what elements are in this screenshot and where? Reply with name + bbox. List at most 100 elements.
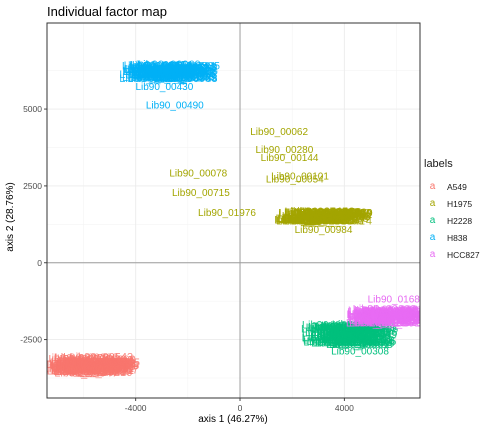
cluster-point-label: Lib90_00526 bbox=[119, 73, 183, 85]
y-axis-ticks: -2500 0 2500 5000 bbox=[20, 104, 47, 345]
y-tick-label: 2500 bbox=[23, 181, 42, 191]
cluster-point-label: Lib90_00597 bbox=[278, 210, 342, 222]
point-label: Lib90_00078 bbox=[169, 168, 227, 179]
cluster-point-label: Lib90_00705 bbox=[49, 359, 113, 371]
cluster-point-label: Lib90_00723 bbox=[72, 358, 136, 370]
data-marks: Lib90_00669Lib90_00705Lib90_00736Lib90_0… bbox=[47, 59, 433, 380]
cluster-point-label: Lib90_00345 bbox=[147, 72, 211, 84]
legend-label: H2228 bbox=[447, 215, 473, 226]
cluster-point-label: Lib90_00216 bbox=[69, 367, 133, 379]
cluster-point-label: Lib90_00868 bbox=[331, 325, 395, 337]
panel-border bbox=[46, 22, 421, 399]
cluster-point-label: Lib90_00980 bbox=[353, 310, 417, 322]
cluster-point-label: Lib90_00705 bbox=[76, 357, 140, 369]
cluster-point-label: Lib90_00647 bbox=[54, 367, 118, 379]
cluster-point-label: Lib90_00704 bbox=[361, 307, 425, 319]
legend-label: H1975 bbox=[447, 198, 473, 209]
cluster-point-label: Lib90_00112 bbox=[74, 358, 137, 370]
cluster-point-label: Lib90_00136 bbox=[326, 327, 390, 339]
cluster-point-label: Lib90_00699 bbox=[317, 324, 381, 336]
cluster-point-label: Lib90_00788 bbox=[303, 207, 367, 219]
cluster-point-label: Lib90_00569 bbox=[331, 338, 395, 350]
cluster-point-label: Lib90_00522 bbox=[350, 311, 414, 323]
cluster-point-label: Lib90_00571 bbox=[70, 363, 134, 375]
point-label: Lib90_00715 bbox=[172, 188, 230, 199]
cluster-point-label: Lib90_00418 bbox=[313, 321, 377, 333]
cluster-point-label: Lib90_00419 bbox=[53, 357, 117, 369]
cluster-point-label: Lib90_00900 bbox=[146, 66, 210, 78]
cluster-point-label: Lib90_00176 bbox=[282, 214, 346, 226]
cluster-point-label: Lib90_00487 bbox=[70, 361, 134, 373]
cluster-point-label: Lib90_00736 bbox=[48, 354, 112, 366]
cluster-point-label: Lib90_00449 bbox=[131, 68, 195, 80]
cluster-point-label: Lib90_00118 bbox=[64, 356, 127, 368]
cluster-point-label: Lib90_00758 bbox=[359, 315, 423, 327]
cluster-point-label: Lib90_00351 bbox=[355, 307, 419, 319]
cluster-point-label: Lib90_00266 bbox=[311, 327, 375, 339]
cluster-point-label: Lib90_00965 bbox=[327, 332, 391, 344]
legend-item-a549: a A549 bbox=[424, 178, 502, 195]
series-a549: Lib90_00669Lib90_00705Lib90_00736Lib90_0… bbox=[47, 352, 140, 380]
cluster-point-label: Lib90_00761 bbox=[153, 60, 217, 72]
cluster-point-label: Lib90_00590 bbox=[152, 63, 216, 75]
cluster-point-label: Lib90_00896 bbox=[334, 327, 398, 339]
cluster-point-label: Lib90_00932 bbox=[50, 360, 114, 372]
point-label: Lib90_00375 bbox=[62, 365, 120, 376]
cluster-point-label: Lib90_00302 bbox=[55, 352, 119, 364]
cluster-point-label: Lib90_00376 bbox=[298, 206, 362, 218]
cluster-point-label: Lib90_00919 bbox=[294, 215, 358, 227]
cluster-point-label: Lib90_00581 bbox=[360, 317, 424, 329]
cluster-point-label: Lib90_00349 bbox=[154, 72, 218, 84]
cluster-point-label: Lib90_00850 bbox=[320, 323, 384, 335]
cluster-point-label: Lib90_00211 bbox=[347, 307, 410, 319]
legend-key: a bbox=[429, 215, 436, 226]
cluster-point-label: Lib90_00366 bbox=[335, 323, 399, 335]
cluster-point-label: Lib90_00404 bbox=[302, 332, 366, 344]
cluster-point-label: Lib90_00631 bbox=[129, 69, 193, 81]
cluster-point-label: Lib90_00486 bbox=[314, 335, 378, 347]
cluster-point-label: Lib90_00403 bbox=[71, 356, 135, 368]
cluster-point-label: Lib90_00669 bbox=[65, 363, 129, 375]
cluster-point-label: Lib90_00420 bbox=[279, 207, 343, 219]
cluster-point-label: Lib90_00963 bbox=[154, 73, 218, 85]
cluster-point-label: Lib90_00221 bbox=[122, 72, 186, 84]
point-label: Lib90_00308 bbox=[331, 347, 389, 358]
cluster-point-label: Lib90_00959 bbox=[132, 63, 196, 75]
cluster-point-label: Lib90_00638 bbox=[329, 339, 393, 351]
legend-label: A549 bbox=[447, 181, 467, 192]
cluster-point-label: Lib90_00368 bbox=[301, 324, 365, 336]
cluster-point-label: Lib90_00897 bbox=[53, 366, 117, 378]
cluster-point-label: Lib90_00818 bbox=[128, 72, 192, 84]
cluster-point-label: Lib90_00199 bbox=[365, 305, 429, 317]
cluster-point-label: Lib90_00591 bbox=[137, 73, 201, 85]
plot-panel: Lib90_00669Lib90_00705Lib90_00736Lib90_0… bbox=[46, 22, 433, 399]
cluster-point-label: Lib90_00342 bbox=[301, 216, 365, 228]
cluster-point-label: Lib90_00259 bbox=[349, 315, 413, 327]
legend: labels a A549 a H1975 a H2228 a H838 a HCC827 bbox=[424, 158, 502, 263]
cluster-point-label: Lib90_00189 bbox=[312, 324, 376, 336]
cluster-point-label: Lib90_00383 bbox=[141, 66, 205, 78]
cluster-point-label: Lib90_00926 bbox=[52, 362, 116, 374]
point-label: Lib90_01680 bbox=[368, 294, 426, 305]
legend-key: a bbox=[429, 181, 436, 192]
cluster-point-label: Lib90_00257 bbox=[369, 315, 433, 327]
cluster-point-label: Lib90_00896 bbox=[364, 307, 428, 319]
cluster-point-label: Lib90_00619 bbox=[66, 358, 130, 370]
cluster-point-label: Lib90_00822 bbox=[57, 364, 121, 376]
cluster-point-label: Lib90_00598 bbox=[322, 329, 386, 341]
cluster-point-label: Lib90_00639 bbox=[152, 71, 216, 83]
cluster-point-label: Lib90_00676 bbox=[151, 72, 215, 84]
cluster-point-label: Lib90_00263 bbox=[329, 335, 393, 347]
cluster-point-label: Lib90_00199 bbox=[129, 61, 193, 73]
cluster-point-label: Lib90_00751 bbox=[129, 60, 193, 72]
y-tick-label: 5000 bbox=[23, 104, 42, 114]
cluster-point-label: Lib90_00495 bbox=[327, 330, 391, 342]
legend-items: a A549 a H1975 a H2228 a H838 a HCC827 bbox=[424, 178, 502, 263]
cluster-point-label: Lib90_00311 bbox=[124, 60, 187, 72]
cluster-point-label: Lib90_00823 bbox=[51, 360, 115, 372]
cluster-point-label: Lib90_00972 bbox=[127, 73, 191, 85]
cluster-point-label: Lib90_00773 bbox=[357, 313, 421, 325]
legend-item-h1975: a H1975 bbox=[424, 195, 502, 212]
cluster-point-label: Lib90_00398 bbox=[55, 364, 119, 376]
cluster-point-label: Lib90_00278 bbox=[299, 208, 363, 220]
